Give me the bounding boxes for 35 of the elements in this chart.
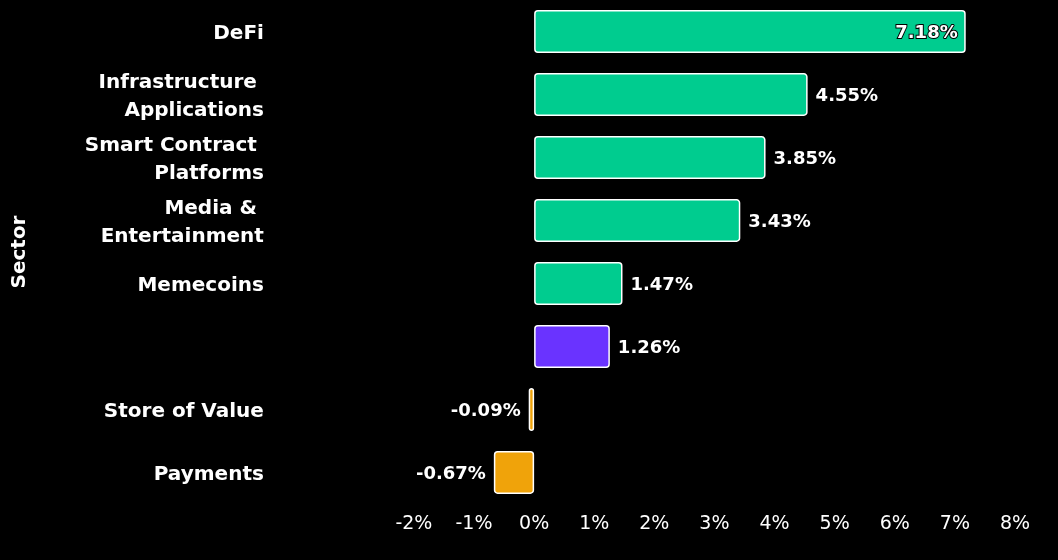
x-tick-label: 0% [519,510,550,533]
data-label: 7.18% [895,21,958,42]
bar [493,451,535,494]
bar [534,73,808,116]
bar [534,10,966,53]
bar [534,199,741,242]
bar [528,388,535,431]
data-label: 1.26% [617,336,681,357]
y-tick-label: Memecoins [137,271,264,296]
y-tick-label: DeFi [213,19,264,44]
data-label: -0.09% [450,399,521,420]
bar [534,325,610,368]
data-label: -0.67% [415,462,486,483]
y-tick-label: Infrastructure Applications [98,68,264,121]
y-axis-title: Sector [6,215,30,289]
x-tick-label: 7% [939,510,970,533]
y-tick-label: Smart Contract Platforms [84,131,264,184]
x-tick-label: -1% [455,510,493,533]
data-label: 3.85% [773,147,836,168]
x-tick-label: 5% [819,510,850,533]
x-tick-label: 6% [879,510,910,533]
x-tick-label: -2% [395,510,433,533]
x-tick-label: 2% [639,510,670,533]
x-tick-label: 8% [999,510,1031,533]
data-label: 1.47% [630,273,693,294]
x-tick-label: 1% [579,510,610,533]
x-tick-label: 4% [759,510,790,533]
data-label: 3.43% [748,210,811,231]
bar [534,262,623,305]
data-label: 4.55% [815,84,879,105]
y-tick-label: Store of Value [103,397,264,422]
y-tick-label: Payments [153,460,264,485]
x-tick-label: 3% [699,510,730,533]
bar [534,136,766,179]
y-tick-label: Media & Entertainment [100,194,265,247]
